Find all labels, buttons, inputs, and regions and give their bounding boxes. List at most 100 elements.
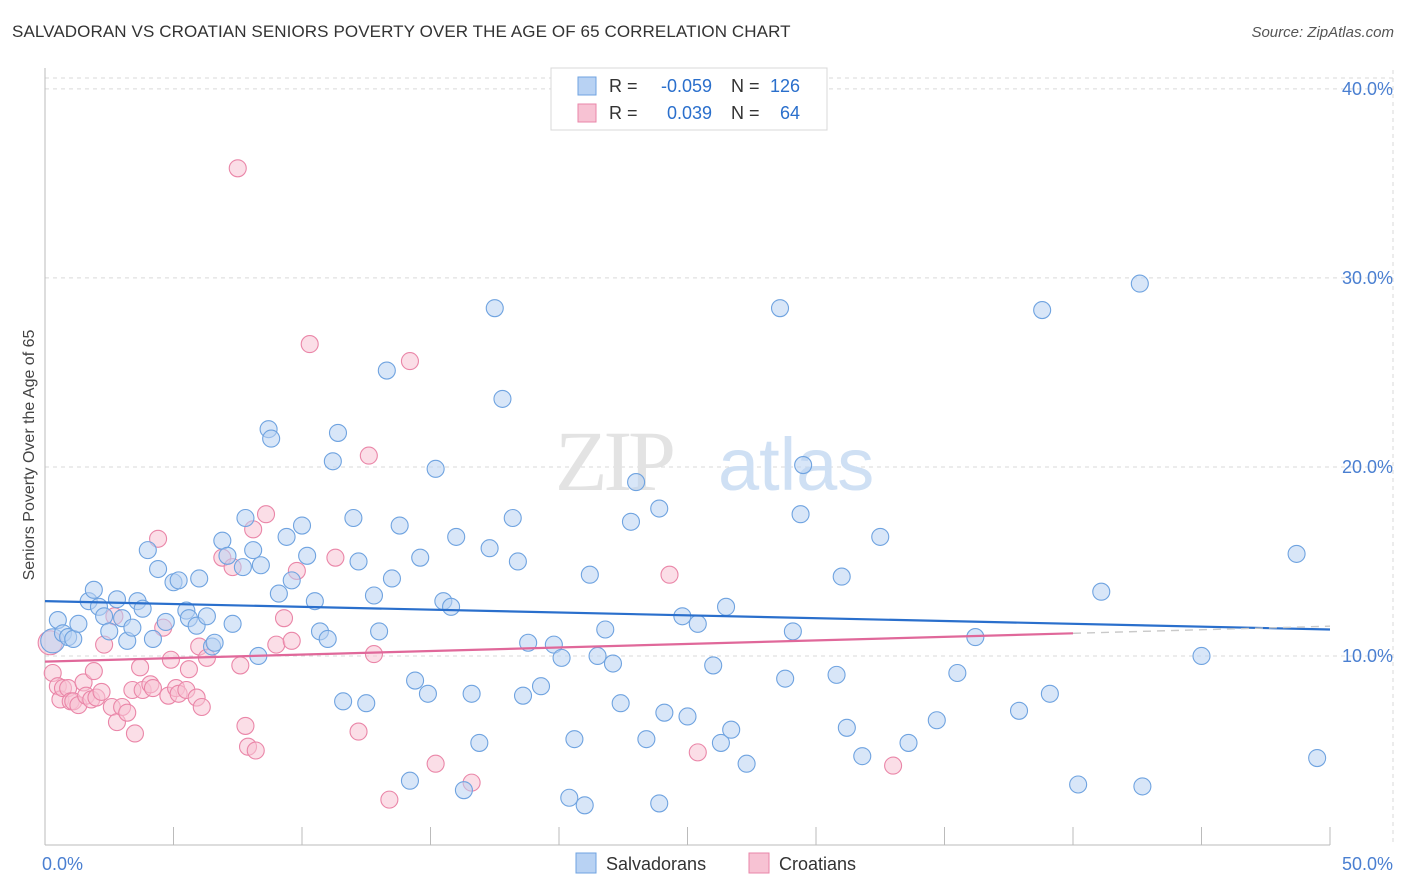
salvadoran-point (737, 754, 756, 773)
salvadoran-point (575, 796, 594, 815)
salvadoran-point (853, 747, 872, 766)
salvadoran-point (552, 648, 571, 667)
salvadoran-point (377, 361, 396, 380)
salvadoran-point (344, 508, 363, 528)
salvadoran-point (711, 733, 730, 752)
salvadoran-point (580, 565, 599, 584)
y-tick-label: 40.0% (1342, 79, 1393, 99)
legend-label-croatians: Croatians (779, 854, 856, 874)
y-tick-label: 30.0% (1342, 268, 1393, 288)
salvadoran-point (418, 684, 437, 703)
croatians-trend-line (44, 632, 1074, 663)
croatian-point (359, 446, 378, 465)
salvadoran-point (596, 620, 615, 639)
salvadoran-point (1287, 544, 1306, 563)
croatian-point (426, 754, 445, 773)
salvadorans-points (40, 274, 1327, 815)
salvadoran-point (493, 389, 512, 408)
salvadoran-point (832, 567, 851, 586)
y-axis-label: Seniors Poverty Over the Age of 65 (21, 330, 38, 581)
salvadoran-point (406, 671, 425, 690)
salvadoran-point (503, 508, 522, 528)
salvadoran-point (716, 597, 736, 616)
x-tick-label: 0.0% (42, 854, 83, 874)
salvadoran-point (1040, 684, 1059, 703)
salvadoran-point (794, 456, 813, 475)
salvadoran-point (1009, 701, 1029, 720)
croatian-point (179, 660, 198, 679)
salvadoran-point (107, 590, 127, 609)
croatian-point (236, 716, 255, 735)
salvadoran-point (783, 622, 802, 641)
croatian-point (400, 352, 419, 371)
salvadoran-point (244, 541, 263, 560)
croatian-point (364, 645, 384, 664)
salvadorans-trend-line (44, 600, 1331, 631)
chart-title: SALVADORAN VS CROATIAN SENIORS POVERTY O… (12, 22, 791, 41)
salvadoran-point (334, 692, 353, 711)
salvadoran-point (899, 733, 918, 752)
salvadoran-point (948, 663, 967, 683)
legend-n-value: 126 (770, 76, 800, 96)
salvadoran-point (650, 499, 669, 518)
salvadoran-point (277, 527, 296, 546)
salvadoran-point (69, 614, 88, 633)
legend-r-label: R = (609, 76, 638, 96)
croatian-point (131, 658, 150, 677)
salvadoran-point (138, 541, 157, 560)
salvadoran-point (627, 473, 646, 492)
salvadoran-point (95, 607, 114, 626)
salvadoran-point (426, 459, 445, 478)
salvadoran-point (655, 703, 674, 722)
croatian-point (92, 682, 111, 701)
salvadoran-point (531, 677, 551, 696)
y-tick-label: 10.0% (1342, 646, 1393, 666)
salvadoran-point (519, 633, 538, 652)
salvadoran-point (400, 771, 419, 790)
salvadoran-point (269, 584, 288, 603)
salvadoran-point (328, 423, 348, 442)
salvadoran-point (704, 656, 723, 675)
legend-r-value: -0.059 (661, 76, 712, 96)
salvadoran-point (197, 607, 216, 626)
salvadoran-point (588, 646, 607, 666)
salvadoran-point (837, 718, 856, 737)
salvadoran-point (603, 654, 623, 673)
croatian-point (326, 548, 345, 567)
legend-swatch-croatians (577, 103, 597, 123)
croatian-point (349, 722, 368, 741)
salvadoran-point (305, 592, 324, 611)
salvadoran-point (485, 299, 504, 318)
salvadoran-point (1192, 646, 1211, 666)
y-tick-label: 20.0% (1342, 457, 1393, 477)
salvadoran-point (1130, 274, 1149, 293)
croatian-point (125, 724, 144, 743)
legend-n-label: N = (731, 76, 760, 96)
y-tick-labels: 10.0% 20.0% 30.0% 40.0% (1342, 79, 1393, 666)
watermark-zip: ZIP (555, 413, 673, 509)
salvadoran-point (236, 508, 255, 528)
salvadoran-point (223, 614, 242, 633)
legend-r-label: R = (609, 103, 638, 123)
salvadoran-point (1033, 301, 1052, 320)
salvadoran-point (370, 622, 389, 641)
salvadoran-point (143, 629, 162, 649)
series-legend: Salvadorans Croatians (575, 852, 856, 874)
salvadoran-point (298, 546, 317, 565)
croatian-point (246, 741, 265, 760)
croatian-point (231, 656, 250, 675)
salvadoran-point (871, 527, 890, 546)
salvadoran-point (233, 558, 252, 577)
salvadoran-point (1308, 748, 1327, 768)
croatian-point (267, 635, 286, 654)
legend-swatch-croatians (748, 852, 770, 874)
salvadoran-point (213, 531, 232, 550)
salvadoran-point (447, 527, 466, 546)
croatian-point (282, 631, 301, 650)
croatian-point (84, 662, 103, 681)
source-label: Source: ZipAtlas.com (1251, 24, 1394, 41)
legend-swatch-salvadorans (575, 852, 597, 874)
salvadoran-point (364, 586, 384, 605)
salvadoran-point (156, 612, 175, 632)
salvadoran-point (678, 707, 697, 726)
